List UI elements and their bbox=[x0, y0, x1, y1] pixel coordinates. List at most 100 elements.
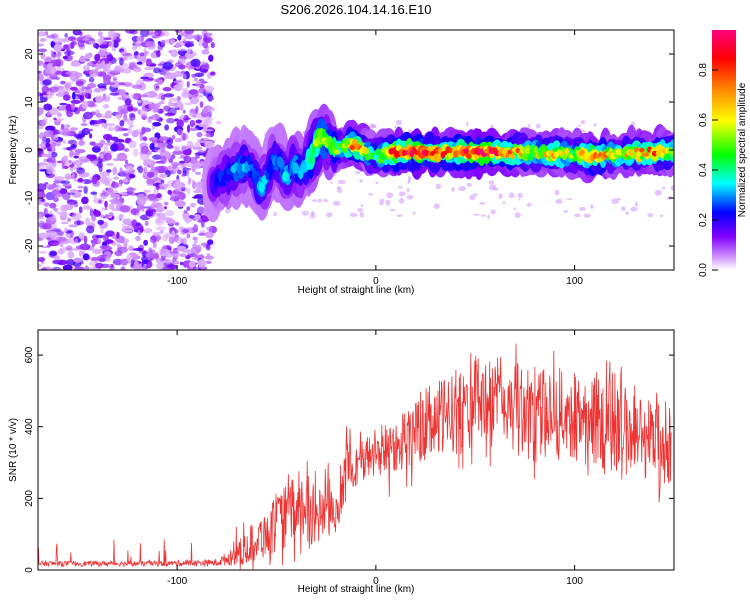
noise-speckle bbox=[101, 60, 106, 69]
noise-speckle bbox=[167, 189, 172, 195]
faint-speckle bbox=[493, 187, 499, 191]
noise-speckle bbox=[121, 223, 127, 227]
noise-speckle bbox=[49, 251, 57, 256]
ridge-blob bbox=[505, 152, 510, 158]
noise-speckle bbox=[83, 111, 93, 120]
noise-speckle bbox=[105, 123, 116, 126]
spectrogram-y-label: Frequency (Hz) bbox=[8, 116, 19, 185]
noise-speckle bbox=[120, 50, 128, 56]
noise-speckle bbox=[151, 201, 157, 206]
noise-speckle bbox=[143, 264, 148, 267]
noise-speckle bbox=[167, 139, 172, 143]
noise-speckle bbox=[156, 204, 166, 213]
noise-speckle bbox=[120, 258, 128, 266]
noise-speckle bbox=[38, 70, 43, 74]
noise-speckle bbox=[99, 214, 105, 218]
noise-speckle bbox=[143, 189, 151, 193]
noise-speckle bbox=[189, 119, 196, 128]
noise-speckle bbox=[206, 253, 211, 257]
ridge-blob bbox=[561, 154, 568, 160]
noise-speckle bbox=[182, 228, 189, 234]
noise-speckle bbox=[145, 251, 155, 259]
faint-speckle bbox=[498, 193, 503, 199]
noise-speckle bbox=[82, 205, 92, 210]
noise-speckle bbox=[160, 156, 167, 165]
noise-speckle bbox=[187, 124, 191, 133]
y-tick-label: 200 bbox=[24, 490, 35, 507]
noise-speckle bbox=[95, 262, 104, 269]
noise-speckle bbox=[60, 204, 68, 212]
snr-y-label: SNR (10 * v/v) bbox=[8, 418, 19, 482]
noise-speckle bbox=[89, 133, 93, 139]
noise-speckle bbox=[181, 87, 189, 94]
noise-speckle bbox=[166, 117, 175, 124]
noise-speckle bbox=[156, 262, 165, 270]
noise-speckle bbox=[156, 193, 162, 199]
noise-speckle bbox=[174, 222, 180, 226]
faint-speckle bbox=[354, 171, 361, 175]
noise-speckle bbox=[178, 246, 187, 252]
noise-speckle bbox=[63, 50, 75, 56]
noise-speckle bbox=[101, 122, 106, 128]
noise-speckle bbox=[73, 257, 82, 263]
faint-speckle bbox=[359, 179, 363, 183]
noise-speckle bbox=[118, 192, 128, 195]
noise-speckle bbox=[93, 143, 104, 149]
noise-speckle bbox=[175, 188, 180, 197]
noise-speckle bbox=[53, 117, 57, 121]
noise-speckle bbox=[67, 36, 76, 41]
y-tick-label: 0 bbox=[24, 567, 35, 573]
noise-speckle bbox=[66, 199, 78, 205]
noise-speckle bbox=[45, 142, 50, 148]
snr-series-line bbox=[38, 343, 672, 570]
noise-speckle bbox=[88, 40, 96, 45]
noise-speckle bbox=[58, 248, 64, 255]
noise-speckle bbox=[126, 254, 131, 261]
noise-speckle bbox=[118, 127, 125, 132]
ridge-blob bbox=[276, 156, 284, 168]
noise-speckle bbox=[159, 136, 170, 141]
noise-speckle bbox=[124, 159, 129, 164]
noise-speckle bbox=[139, 30, 150, 38]
faint-speckle bbox=[631, 121, 635, 126]
noise-speckle bbox=[149, 235, 157, 244]
noise-speckle bbox=[110, 136, 119, 141]
noise-speckle bbox=[181, 174, 186, 177]
noise-speckle bbox=[78, 232, 86, 240]
noise-speckle bbox=[194, 72, 205, 78]
noise-speckle bbox=[147, 261, 153, 268]
noise-speckle bbox=[116, 138, 125, 143]
noise-speckle bbox=[61, 156, 69, 165]
noise-speckle bbox=[110, 181, 119, 189]
noise-speckle bbox=[136, 36, 141, 42]
noise-speckle bbox=[88, 260, 98, 267]
noise-speckle bbox=[38, 251, 47, 254]
noise-speckle bbox=[113, 41, 119, 48]
noise-speckle bbox=[184, 115, 189, 118]
noise-speckle bbox=[83, 235, 88, 244]
noise-speckle bbox=[192, 236, 198, 241]
noise-speckle bbox=[179, 253, 187, 257]
noise-speckle bbox=[148, 32, 159, 35]
noise-speckle bbox=[188, 214, 195, 219]
noise-speckle bbox=[193, 189, 201, 194]
noise-speckle bbox=[39, 192, 46, 198]
spectrogram-y-ticks: -20 -10 0 10 20 bbox=[24, 48, 674, 253]
noise-speckle bbox=[69, 189, 78, 193]
spectrogram-marks bbox=[38, 30, 674, 270]
faint-speckle bbox=[336, 186, 342, 190]
noise-speckle bbox=[42, 79, 52, 86]
noise-speckle bbox=[191, 165, 196, 173]
faint-speckle bbox=[398, 191, 406, 197]
noise-speckle bbox=[76, 167, 83, 171]
noise-speckle bbox=[99, 171, 111, 177]
noise-speckle bbox=[43, 103, 52, 111]
noise-speckle bbox=[125, 165, 134, 171]
noise-speckle bbox=[75, 72, 83, 78]
noise-speckle bbox=[104, 214, 110, 219]
faint-speckle bbox=[406, 188, 410, 193]
faint-speckle bbox=[579, 206, 586, 211]
noise-speckle bbox=[113, 32, 121, 37]
noise-speckle bbox=[69, 164, 75, 168]
noise-speckle bbox=[47, 230, 58, 238]
